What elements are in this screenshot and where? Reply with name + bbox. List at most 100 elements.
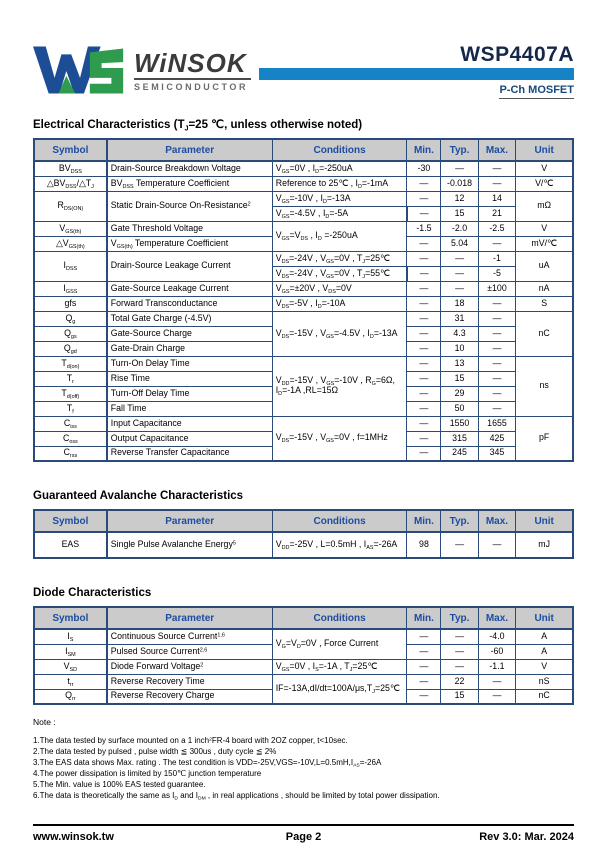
cell-num: -0.018 — [440, 175, 479, 192]
cell-param: BVDSS Temperature Coefficient — [106, 175, 273, 192]
cell-num: — — [406, 643, 442, 660]
cell-unit: A — [515, 628, 574, 645]
cell-sym: IGSS — [33, 280, 108, 297]
cell-cond: VDD=-25V , L=0.5mH , IAS=-26A — [271, 531, 408, 559]
table-row: △BVDSS/△TJ BVDSS Temperature Coefficient R… — [33, 175, 574, 192]
cell-num: 50 — [440, 400, 479, 417]
table-row: EAS Single Pulse Avalanche Energy5 VDD=-25… — [33, 531, 574, 559]
cell-num: — — [477, 370, 517, 387]
cell-sym: gfs — [33, 295, 108, 312]
cell-num: — — [477, 175, 517, 192]
table-header-row: Symbol Parameter Conditions Min. Typ. Max. Uni… — [33, 138, 574, 162]
column-header: Parameter — [106, 138, 273, 162]
cell-num: — — [406, 688, 442, 705]
cell-num: 29 — [440, 385, 479, 402]
cell-param: Drain-Source Breakdown Voltage — [106, 160, 273, 177]
cell-cond: VDS=-5V , ID=-10A — [271, 295, 408, 312]
cell-unit: pF — [515, 415, 574, 462]
cell-num: -1 — [477, 250, 517, 267]
cell-unit: V — [515, 220, 574, 237]
cell-unit: mΩ — [515, 190, 574, 222]
cell-unit: uA — [515, 250, 574, 282]
cell-num: 425 — [477, 430, 517, 447]
cell-num: 15 — [440, 370, 479, 387]
cell-cond: VDS=-15V , VGS=-4.5V , ID=-13A — [271, 310, 408, 357]
cell-num: 345 — [477, 445, 517, 462]
cell-param: Reverse Recovery Charge — [106, 688, 273, 705]
cell-num: — — [406, 355, 442, 372]
cell-unit: nC — [515, 688, 574, 705]
cell-num: 22 — [440, 673, 479, 690]
cell-num: — — [440, 628, 479, 645]
brand-name: WiNSOK — [134, 50, 251, 80]
accent-bar — [258, 68, 574, 80]
table-row: trr Reverse Recovery Time IF=-13A,dI/dt=10… — [33, 673, 574, 705]
cell-param: Reverse Transfer Capacitance — [106, 445, 273, 462]
column-header: Min. — [406, 138, 442, 162]
cell-param: Rise Time — [106, 370, 273, 387]
cell-sym: Coss — [33, 430, 108, 447]
column-header: Symbol — [33, 509, 108, 533]
cell-num: — — [406, 325, 442, 342]
cell-param: Single Pulse Avalanche Energy5 — [106, 531, 273, 559]
cell-num: — — [406, 445, 442, 462]
cell-sym: Qgs — [33, 325, 108, 342]
cell-sym: VGS(th) — [33, 220, 108, 237]
cell-num: -4.0 — [477, 628, 517, 645]
cell-num: 98 — [406, 531, 442, 559]
avalanche-characteristics-table: Symbol Parameter Conditions Min. Typ. Max. Uni… — [33, 509, 574, 559]
table-row: Qrr Reverse Recovery Charge —15— nC — [33, 688, 574, 705]
cell-param: Diode Forward Voltage2 — [106, 658, 273, 675]
cell-param: Gate-Source Charge — [106, 325, 273, 342]
cell-num: — — [406, 205, 442, 222]
cell-sym: VSD — [33, 658, 108, 675]
cell-num: — — [440, 250, 479, 267]
cell-unit: V — [515, 160, 574, 177]
cell-num: 5.04 — [440, 235, 479, 252]
cell-num: 15 — [440, 688, 479, 705]
cell-cond: VGS=-4.5V , ID=-5A — [271, 205, 408, 222]
table-row: VDS=-24V , VGS=0V , TJ=55℃ — — -5 — [34, 265, 573, 282]
cell-num: — — [440, 658, 479, 675]
cell-param: Drain-Source Leakage Current — [106, 250, 273, 282]
cell-cond: VGS=0V , IS=-1A , TJ=25℃ — [271, 658, 408, 675]
device-type: P-Ch MOSFET — [499, 84, 574, 99]
column-header: Typ. — [440, 606, 479, 630]
cell-num: — — [477, 295, 517, 312]
column-header: Typ. — [440, 509, 479, 533]
cell-unit: nC — [515, 310, 574, 357]
cell-cond: Reference to 25℃ , ID=-1mA — [271, 175, 408, 192]
cell-num: — — [477, 688, 517, 705]
cell-param: Continuous Source Current1,6 — [106, 628, 273, 645]
cell-num: -1.5 — [406, 220, 442, 237]
table-row: Qg Total Gate Charge (-4.5V) VDS=-15V , VG… — [33, 310, 574, 357]
cell-num: 1655 — [477, 415, 517, 432]
header-right: WSP4407A P-Ch MOSFET — [258, 44, 574, 99]
notes-heading: Note : — [33, 717, 56, 727]
cell-sym: BVDSS — [33, 160, 108, 177]
table-row: VGS(th) Gate Threshold Voltage VGS=VDS , I… — [33, 220, 574, 252]
cell-num: — — [406, 340, 442, 357]
cell-num: — — [477, 673, 517, 690]
cell-unit: nA — [515, 280, 574, 297]
diode-characteristics-table: Symbol Parameter Conditions Min. Typ. Max. Uni… — [33, 606, 574, 705]
cell-num: — — [477, 310, 517, 327]
cell-num: — — [406, 385, 442, 402]
cell-unit: S — [515, 295, 574, 312]
cell-cond: VGS=VDS , ID =-250uA — [271, 220, 408, 252]
cell-cond: VGS=0V , ID=-250uA — [271, 160, 408, 177]
table-row: gfs Forward Transconductance VDS=-5V , ID=… — [33, 295, 574, 312]
cell-param: Output Capacitance — [106, 430, 273, 447]
cell-num: — — [406, 628, 442, 645]
note-item: 4.The power dissipation is limited by 15… — [33, 769, 262, 778]
column-header: Unit — [515, 606, 574, 630]
cell-num: — — [477, 400, 517, 417]
cell-cond: VDS=-15V , VGS=0V , f=1MHz — [271, 415, 408, 462]
column-header: Max. — [477, 509, 517, 533]
table-row: IDSS Drain-Source Leakage Current VDS=-24V… — [33, 250, 574, 282]
cell-num: — — [477, 325, 517, 342]
cell-num: — — [406, 235, 442, 252]
column-header: Typ. — [440, 138, 479, 162]
cell-sym: Qg — [33, 310, 108, 327]
notes-list: 1.The data tested by surface mounted on … — [33, 735, 574, 802]
